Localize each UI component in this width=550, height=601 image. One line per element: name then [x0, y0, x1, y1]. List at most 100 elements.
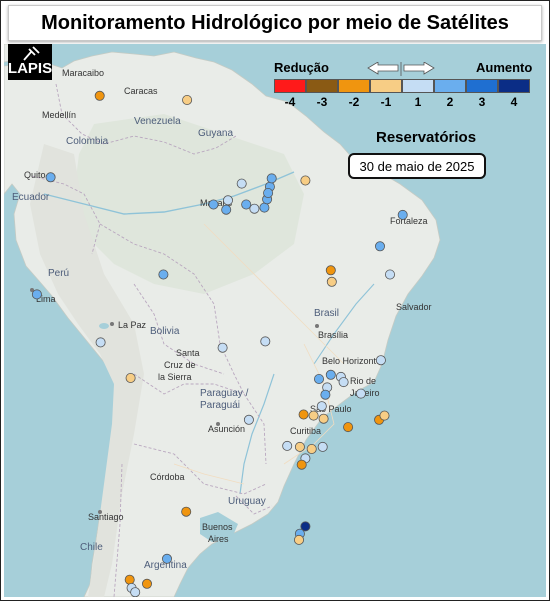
label-uruguay: Uruguay	[228, 496, 266, 507]
reservoir-marker[interactable]	[343, 422, 354, 433]
reservoir-marker[interactable]	[141, 578, 152, 589]
legend-arrows-icon	[367, 62, 435, 76]
label-caracas: Caracas	[124, 86, 158, 96]
reservoir-marker[interactable]	[94, 90, 105, 101]
reservoir-marker[interactable]	[236, 178, 247, 189]
reservoir-marker[interactable]	[31, 289, 42, 300]
label-guyana: Guyana	[198, 128, 233, 139]
reservoir-marker[interactable]	[318, 413, 329, 424]
reservoir-marker[interactable]	[397, 209, 408, 220]
reservoir-marker[interactable]	[217, 342, 228, 353]
label-santa-cruz-1: Santa	[176, 348, 200, 358]
reservoir-marker[interactable]	[221, 204, 232, 215]
reservoir-marker[interactable]	[308, 410, 319, 421]
label-quito: Quito	[24, 170, 46, 180]
lapis-logo: LAPIS	[8, 44, 52, 80]
reservoir-marker[interactable]	[182, 95, 193, 106]
label-fortaleza: Fortaleza	[390, 216, 428, 226]
reservoir-marker[interactable]	[355, 388, 366, 399]
reservoir-marker[interactable]	[241, 199, 252, 210]
reservoir-marker[interactable]	[266, 173, 277, 184]
label-curitiba: Curitiba	[290, 426, 321, 436]
legend-swatch	[306, 79, 338, 93]
satellite-icon	[23, 46, 40, 61]
legend-value: -2	[348, 95, 360, 109]
reservoir-marker[interactable]	[374, 241, 385, 252]
legend-reduction-label: Redução	[274, 60, 329, 75]
label-brasil: Brasil	[314, 308, 339, 319]
reservoirs-label: Reservatórios	[376, 129, 477, 146]
reservoir-marker[interactable]	[282, 440, 293, 451]
reservoir-marker[interactable]	[259, 202, 270, 213]
label-argentina: Argentina	[144, 560, 187, 571]
reservoir-marker[interactable]	[243, 414, 254, 425]
legend-swatch	[434, 79, 466, 93]
reservoir-marker[interactable]	[300, 175, 311, 186]
reservoir-marker[interactable]	[95, 337, 106, 348]
reservoir-marker[interactable]	[316, 401, 327, 412]
reservoir-marker[interactable]	[249, 203, 260, 214]
label-medellin: Medellín	[42, 110, 76, 120]
label-venezuela: Venezuela	[134, 116, 181, 127]
reservoir-marker[interactable]	[325, 369, 336, 380]
label-chile: Chile	[80, 542, 103, 553]
reservoir-marker[interactable]	[260, 336, 271, 347]
label-salvador: Salvador	[396, 302, 432, 312]
reservoir-marker[interactable]	[45, 172, 56, 183]
amazon-river	[43, 171, 295, 215]
reservoir-marker[interactable]	[384, 269, 395, 280]
legend-value: 3	[478, 95, 486, 109]
date-label: 30 de maio de 2025	[348, 153, 486, 179]
label-colombia: Colombia	[66, 136, 109, 147]
reservoir-marker[interactable]	[124, 574, 135, 585]
reservoir-marker[interactable]	[325, 265, 336, 276]
sao-francisco-river	[313, 283, 375, 365]
page-title: Monitoramento Hidrológico por meio de Sa…	[8, 5, 542, 41]
legend-increase-label: Aumento	[476, 60, 533, 75]
label-cordoba: Córdoba	[150, 472, 185, 482]
label-rio-1: Rio de	[350, 376, 376, 386]
reservoir-marker[interactable]	[375, 355, 386, 366]
parana-river	[239, 373, 275, 495]
reservoir-marker[interactable]	[298, 409, 309, 420]
reservoir-marker[interactable]	[306, 443, 317, 454]
reservoir-marker[interactable]	[296, 459, 307, 470]
reservoir-marker[interactable]	[130, 587, 141, 597]
legend-swatch	[402, 79, 434, 93]
reservoir-marker[interactable]	[313, 373, 324, 384]
reservoir-marker[interactable]	[338, 377, 349, 388]
reservoir-marker[interactable]	[320, 389, 331, 400]
legend-value: -4	[284, 95, 296, 109]
legend-swatch	[466, 79, 498, 93]
map-canvas[interactable]: Maracaibo Caracas Medellín Venezuela Col…	[4, 44, 546, 597]
reservoir-markers[interactable]	[31, 90, 408, 597]
label-buenos-2: Aires	[208, 534, 229, 544]
label-santiago: Santiago	[88, 512, 124, 522]
label-santa-cruz-3: la Sierra	[158, 372, 192, 382]
label-belo-horizonte: Belo Horizonte	[322, 356, 381, 366]
reservoir-marker[interactable]	[208, 199, 219, 210]
reservoir-marker[interactable]	[300, 521, 311, 532]
reservoir-marker[interactable]	[326, 276, 337, 287]
reservoir-marker[interactable]	[294, 441, 305, 452]
reservoir-marker[interactable]	[222, 195, 233, 206]
label-buenos-1: Buenos	[202, 522, 233, 532]
reservoir-marker[interactable]	[379, 410, 390, 421]
reservoir-marker[interactable]	[158, 269, 169, 280]
label-maracaibo: Maracaibo	[62, 68, 104, 78]
label-brasilia: Brasília	[318, 330, 348, 340]
label-la-paz: La Paz	[118, 320, 147, 330]
reservoir-marker[interactable]	[125, 372, 136, 383]
legend-value: 2	[446, 95, 454, 109]
reservoir-marker[interactable]	[181, 506, 192, 517]
reservoir-marker[interactable]	[293, 534, 304, 545]
legend-swatch	[338, 79, 370, 93]
reservoir-marker[interactable]	[161, 553, 172, 564]
label-ecuador: Ecuador	[12, 192, 50, 203]
label-paraguay-1: Paraguay /	[200, 388, 249, 399]
country-borders	[31, 83, 273, 597]
legend: Redução Aumento -4 -3 -2 -1 1 2 3 4	[262, 60, 542, 112]
reservoir-marker[interactable]	[263, 187, 274, 198]
reservoir-marker[interactable]	[317, 441, 328, 452]
roads	[173, 223, 345, 485]
